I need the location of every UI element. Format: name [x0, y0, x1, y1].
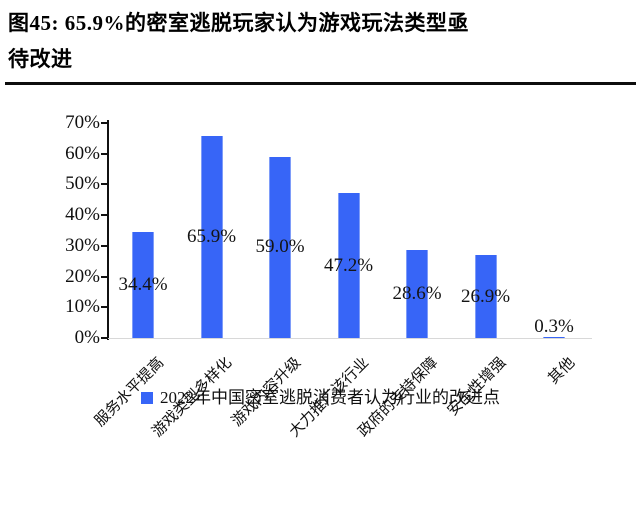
y-tick-label: 0% — [74, 327, 100, 348]
figure-title: 图45: 65.9%的密室逃脱玩家认为游戏玩法类型亟 待改进 — [8, 5, 636, 77]
x-category-label: 安全性增强 — [445, 354, 510, 420]
bar — [132, 232, 154, 338]
x-axis-baseline — [108, 338, 592, 339]
y-axis-tick — [101, 122, 107, 124]
bar-value-label: 59.0% — [255, 236, 305, 258]
y-axis-tick — [101, 183, 107, 186]
y-tick-label: 50% — [65, 173, 100, 195]
y-tick-label: 60% — [65, 142, 100, 164]
figure-title-line1: 图45: 65.9%的密室逃脱玩家认为游戏玩法类型亟 — [8, 11, 469, 35]
bar — [337, 193, 360, 338]
bar-chart: 0% 10% 20% 30% 40% 50% 60% 70% 34.4% 服务水平提高 65.9% 游… — [0, 90, 641, 507]
y-axis-tick — [101, 214, 107, 217]
bar-value-label: 0.3% — [534, 316, 574, 337]
title-separator-rule — [5, 82, 636, 85]
bar-value-label: 65.9% — [186, 225, 237, 247]
bar — [543, 337, 565, 338]
y-axis-tick — [101, 244, 107, 247]
y-tick-label: 70% — [65, 112, 100, 133]
bar — [269, 156, 291, 338]
y-tick-label: 40% — [65, 204, 100, 226]
legend-marker-icon — [141, 392, 153, 404]
bar — [474, 255, 497, 338]
y-axis-tick — [101, 275, 107, 278]
bar-value-label: 47.2% — [323, 254, 374, 276]
y-axis-tick — [101, 337, 107, 339]
y-axis-tick — [101, 152, 107, 155]
bar-value-label: 28.6% — [392, 283, 442, 305]
x-category-label: 其他 — [545, 354, 579, 388]
legend-label: 2022年中国密室逃脱消费者认为行业的改进点 — [160, 388, 500, 407]
y-axis-tick — [101, 306, 107, 309]
y-tick-label: 10% — [65, 296, 100, 318]
y-axis — [107, 120, 109, 340]
chart-legend: 2022年中国密室逃脱消费者认为行业的改进点 — [0, 388, 641, 408]
bar-value-label: 26.9% — [460, 285, 511, 307]
y-tick-label: 30% — [65, 234, 100, 256]
bar — [200, 135, 223, 338]
figure-title-line2: 待改进 — [8, 47, 73, 71]
y-tick-label: 20% — [65, 265, 100, 287]
bar — [406, 250, 428, 338]
bar-value-label: 34.4% — [118, 274, 168, 296]
